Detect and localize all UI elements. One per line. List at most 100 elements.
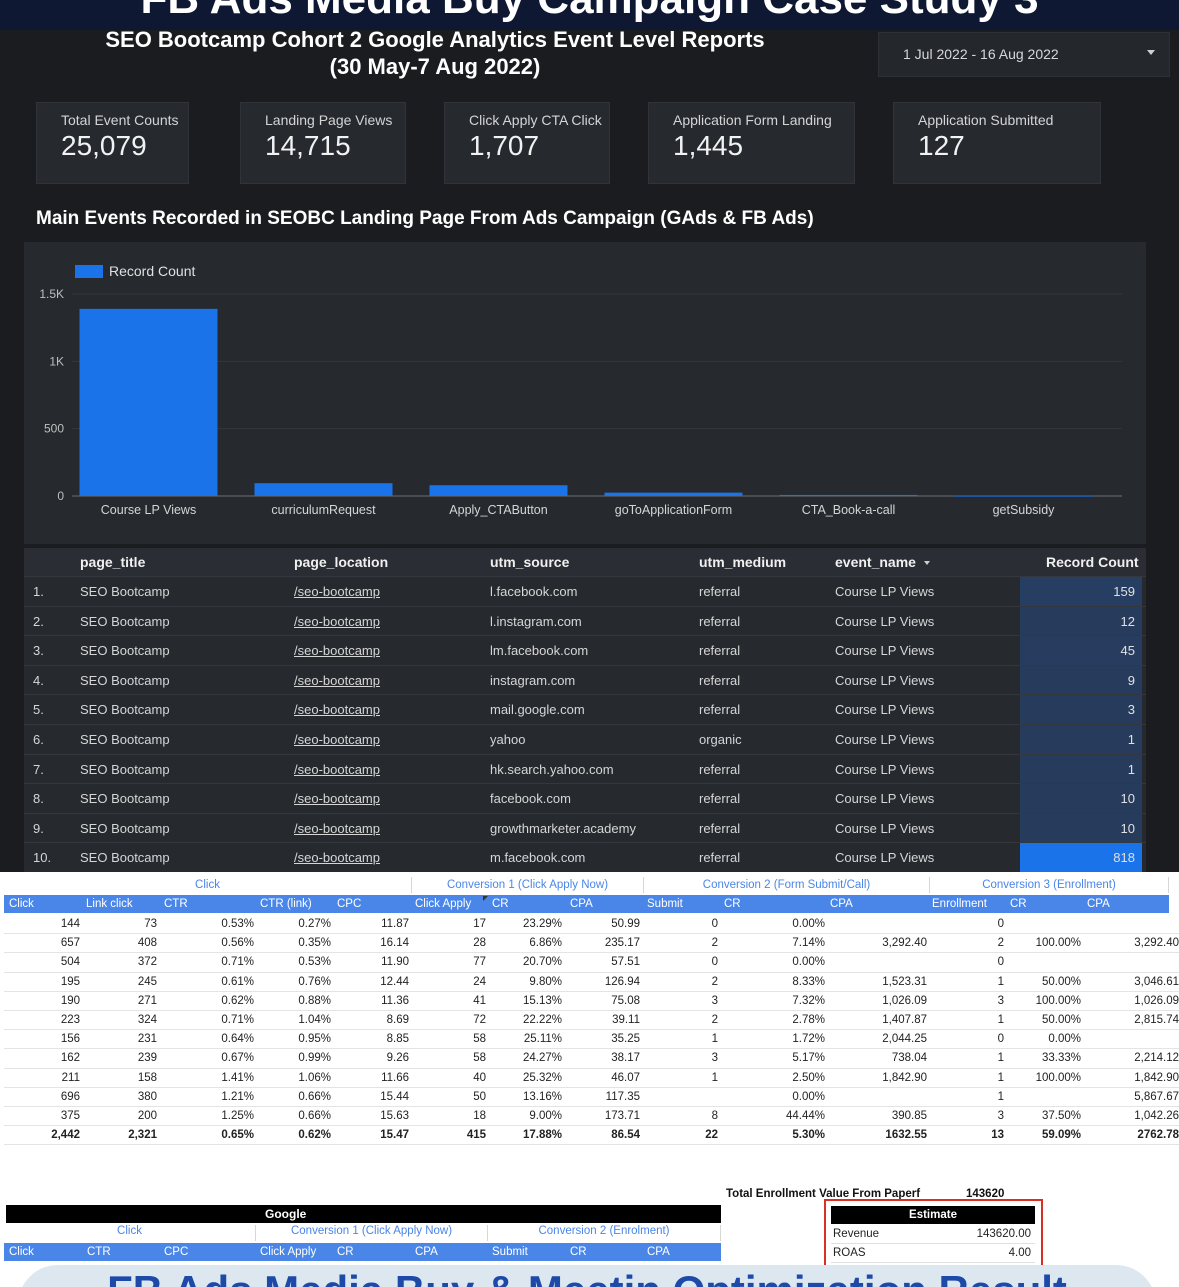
sheet-cell[interactable]: 3 (711, 994, 718, 1007)
sheet-row[interactable]: 156 231 0.64% 0.95% 8.85 58 25.11% 35.25 1 1.72% 2… (4, 1030, 1179, 1050)
sheet-cell[interactable]: 0.61% (221, 975, 254, 988)
sheet-cell[interactable]: 408 (137, 937, 157, 950)
sheet-cell[interactable]: 15.47 (380, 1129, 409, 1142)
sheet-cell[interactable]: 2,214.12 (1134, 1052, 1179, 1065)
cell-page-location[interactable]: /seo-bootcamp (294, 820, 380, 836)
sheet-cell[interactable]: 1 (997, 1052, 1004, 1065)
table-row[interactable]: 1. SEO Bootcamp/seo-bootcamp l.facebook.co… (24, 576, 1146, 606)
sheet-cell[interactable]: 0.66% (298, 1110, 331, 1122)
sheet-cell[interactable]: 100.00% (1035, 1071, 1081, 1084)
sheet-cell[interactable]: 2 (997, 937, 1004, 950)
sheet-cell[interactable]: 0 (711, 956, 718, 969)
sheet-cell[interactable]: 380 (137, 1090, 157, 1103)
sheet-cell[interactable]: 375 (60, 1110, 80, 1122)
sheet-cell[interactable]: 0.71% (221, 956, 254, 969)
sheet-cell[interactable]: 37.50% (1041, 1110, 1081, 1122)
sheet-cell[interactable]: 324 (137, 1014, 157, 1026)
table-row[interactable]: 10. SEO Bootcamp/seo-bootcamp m.facebook.c… (24, 842, 1146, 872)
sheet-cell[interactable]: 211 (61, 1071, 80, 1084)
sheet-row[interactable]: 195 245 0.61% 0.76% 12.44 24 9.80% 126.94 2 8.33%… (4, 973, 1179, 992)
sheet-cell[interactable]: 0.00% (792, 1090, 825, 1103)
sheet-cell[interactable]: 15.63 (380, 1110, 409, 1122)
sheet-total-row[interactable]: 2,442 2,321 0.65% 0.62% 15.47 415 17.88% 86.54 2… (4, 1126, 1179, 1146)
cell-page-location[interactable]: /seo-bootcamp (294, 613, 380, 629)
sheet-cell[interactable]: 1 (997, 975, 1004, 988)
sheet-cell[interactable]: 0.76% (298, 975, 331, 988)
col-utm-medium[interactable]: utm_medium (699, 554, 787, 570)
sheet-cell[interactable]: 8.85 (386, 1033, 409, 1046)
sheet-cell[interactable]: 38.17 (611, 1052, 640, 1065)
sheet-cell[interactable]: 1,026.09 (1134, 994, 1179, 1007)
sheet-cell[interactable]: 15.13% (522, 994, 562, 1007)
sheet-cell[interactable]: 100.00% (1035, 994, 1081, 1007)
table-row[interactable]: 7. SEO Bootcamp/seo-bootcamp hk.search.yah… (24, 753, 1146, 784)
sheet-cell[interactable]: 1 (711, 1033, 718, 1046)
sheet-cell[interactable]: 0 (997, 956, 1004, 969)
col-event-name[interactable]: event_name (835, 554, 930, 570)
sheet-cell[interactable]: 23.29% (522, 918, 562, 930)
sheet-cell[interactable]: 2,321 (128, 1129, 157, 1142)
sheet-cell[interactable]: 117.35 (605, 1090, 640, 1103)
sheet-cell[interactable]: 0 (711, 918, 718, 930)
sheet-cell[interactable]: 9.00% (529, 1110, 562, 1122)
cell-page-location[interactable]: /seo-bootcamp (294, 791, 380, 807)
sheet-cell[interactable]: 1,407.87 (882, 1014, 927, 1026)
sheet-cell[interactable]: 50.99 (611, 918, 640, 930)
sheet-cell[interactable]: 44.44% (785, 1110, 825, 1122)
sheet-cell[interactable]: 58 (473, 1052, 486, 1065)
sheet-row[interactable]: 657 408 0.56% 0.35% 16.14 28 6.86% 235.17 2 7.14%… (4, 934, 1179, 954)
sheet-cell[interactable]: 57.51 (611, 956, 640, 969)
sheet-cell[interactable]: 1.21% (221, 1090, 254, 1103)
sheet-cell[interactable]: 1.06% (298, 1071, 331, 1084)
sheet-cell[interactable]: 6.86% (529, 937, 562, 950)
sheet-cell[interactable]: 22.22% (522, 1014, 562, 1026)
sheet-cell[interactable]: 3,046.61 (1134, 975, 1179, 988)
sheet-cell[interactable]: 504 (60, 956, 80, 969)
sheet-cell[interactable]: 20.70% (522, 956, 562, 969)
sheet-cell[interactable]: 173.71 (604, 1110, 640, 1122)
sheet-cell[interactable]: 11.90 (381, 956, 409, 969)
sheet-cell[interactable]: 13 (991, 1129, 1004, 1142)
sheet-cell[interactable]: 0.53% (298, 956, 331, 969)
sheet-cell[interactable]: 657 (60, 937, 80, 950)
sheet-cell[interactable]: 8.69 (386, 1014, 409, 1026)
sheet-cell[interactable]: 0.00% (792, 956, 825, 969)
table-row[interactable]: 3. SEO Bootcamp/seo-bootcamp lm.facebook.c… (24, 635, 1146, 666)
sheet-cell[interactable]: 372 (137, 956, 157, 969)
table-row[interactable]: 2. SEO Bootcamp/seo-bootcamp l.instagram.c… (24, 605, 1146, 636)
sheet-cell[interactable]: 1.04% (298, 1014, 331, 1026)
sheet-cell[interactable]: 16.14 (380, 937, 409, 950)
sheet-cell[interactable]: 39.11 (612, 1014, 640, 1026)
table-row[interactable]: 5. SEO Bootcamp/seo-bootcamp mail.google.c… (24, 694, 1146, 725)
sheet-cell[interactable]: 2.50% (792, 1071, 825, 1084)
sheet-cell[interactable]: 1.41% (221, 1071, 254, 1084)
sheet-cell[interactable]: 11.87 (381, 918, 409, 930)
sheet-cell[interactable]: 1 (711, 1071, 718, 1084)
col-page-location[interactable]: page_location (294, 554, 389, 570)
sheet-cell[interactable]: 696 (60, 1090, 80, 1103)
sheet-cell[interactable]: 41 (473, 994, 486, 1007)
sheet-cell[interactable]: 0.71% (221, 1014, 254, 1026)
sheet-cell[interactable]: 0.62% (298, 1129, 331, 1142)
cell-page-location[interactable]: /seo-bootcamp (294, 732, 380, 747)
sheet-row[interactable]: 504 372 0.71% 0.53% 11.90 77 20.70% 57.51 0 0.00%… (4, 953, 1179, 973)
sheet-cell[interactable]: 18 (473, 1110, 486, 1122)
sheet-row[interactable]: 144 73 0.53% 0.27% 11.87 17 23.29% 50.99 0 0.00% 0 (4, 915, 1179, 935)
sheet-cell[interactable]: 1 (997, 1014, 1004, 1026)
sheet-cell[interactable]: 77 (473, 956, 486, 969)
sheet-cell[interactable]: 0.00% (1048, 1033, 1081, 1046)
table-row[interactable]: 4. SEO Bootcamp/seo-bootcamp instagram.com… (24, 664, 1146, 695)
sheet-row[interactable]: 375 200 1.25% 0.66% 15.63 18 9.00% 173.71 8 44.44… (4, 1107, 1179, 1127)
sheet-cell[interactable]: 8 (711, 1110, 718, 1122)
sheet-cell[interactable]: 0.56% (221, 937, 254, 950)
sheet-cell[interactable]: 0.62% (221, 994, 254, 1007)
sheet-cell[interactable]: 59.09% (1041, 1129, 1081, 1142)
sheet-cell[interactable]: 5.30% (792, 1129, 825, 1142)
cell-page-location[interactable]: /seo-bootcamp (294, 850, 380, 866)
cell-page-location[interactable]: /seo-bootcamp (294, 761, 380, 777)
sheet-cell[interactable]: 1,523.31 (882, 975, 927, 988)
table-row[interactable]: 6. SEO Bootcamp/seo-bootcamp yahoo organic C… (24, 724, 1146, 754)
sheet-cell[interactable]: 33.33% (1041, 1052, 1081, 1065)
sheet-cell[interactable]: 271 (137, 994, 157, 1007)
sheet-cell[interactable]: 144 (60, 918, 80, 930)
